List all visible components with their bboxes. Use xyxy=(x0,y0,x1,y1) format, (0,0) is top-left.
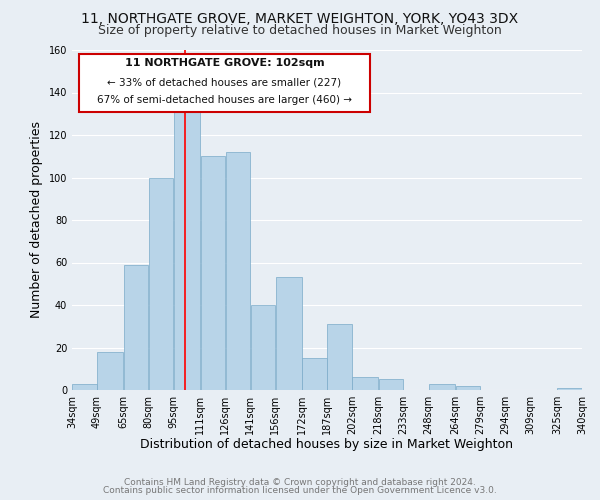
Bar xyxy=(200,156,225,390)
Text: Size of property relative to detached houses in Market Weighton: Size of property relative to detached ho… xyxy=(98,24,502,37)
Bar xyxy=(455,386,480,390)
Bar xyxy=(557,388,582,390)
FancyBboxPatch shape xyxy=(79,54,370,112)
Bar xyxy=(149,178,173,390)
Bar xyxy=(275,278,302,390)
Bar xyxy=(352,378,379,390)
Bar xyxy=(302,358,327,390)
Bar xyxy=(97,352,124,390)
Text: Contains public sector information licensed under the Open Government Licence v3: Contains public sector information licen… xyxy=(103,486,497,495)
Text: 67% of semi-detached houses are larger (460) →: 67% of semi-detached houses are larger (… xyxy=(97,94,352,104)
Bar xyxy=(327,324,352,390)
Text: 11, NORTHGATE GROVE, MARKET WEIGHTON, YORK, YO43 3DX: 11, NORTHGATE GROVE, MARKET WEIGHTON, YO… xyxy=(82,12,518,26)
Bar xyxy=(429,384,455,390)
Text: ← 33% of detached houses are smaller (227): ← 33% of detached houses are smaller (22… xyxy=(107,78,341,88)
Bar xyxy=(379,380,403,390)
Bar xyxy=(124,264,148,390)
Y-axis label: Number of detached properties: Number of detached properties xyxy=(30,122,43,318)
Bar xyxy=(72,384,97,390)
X-axis label: Distribution of detached houses by size in Market Weighton: Distribution of detached houses by size … xyxy=(140,438,514,452)
Text: Contains HM Land Registry data © Crown copyright and database right 2024.: Contains HM Land Registry data © Crown c… xyxy=(124,478,476,487)
Bar xyxy=(174,108,200,390)
Text: 11 NORTHGATE GROVE: 102sqm: 11 NORTHGATE GROVE: 102sqm xyxy=(125,58,325,68)
Bar xyxy=(226,152,250,390)
Bar xyxy=(251,305,275,390)
